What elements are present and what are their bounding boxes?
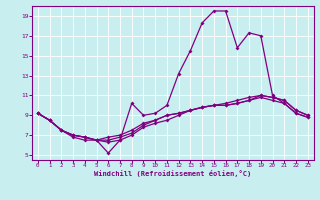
X-axis label: Windchill (Refroidissement éolien,°C): Windchill (Refroidissement éolien,°C) <box>94 170 252 177</box>
